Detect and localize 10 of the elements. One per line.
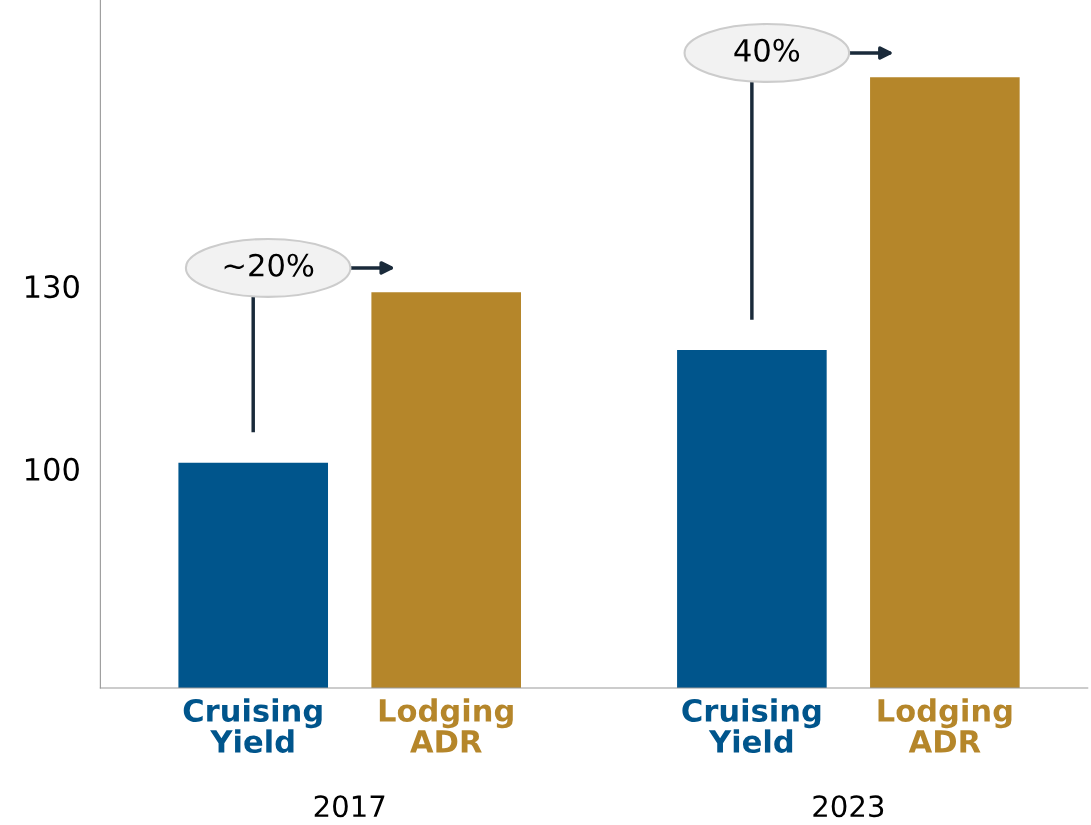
annotation: 40%: [734, 38, 800, 62]
x-tick-label: 2017: [314, 795, 385, 818]
series-label: Lodging ADR: [878, 698, 1012, 753]
text: Cruising Yield: [183, 698, 322, 753]
y-tick-label: 100: [25, 457, 79, 481]
annotation: ~20%: [224, 253, 314, 277]
x-tick-label: 2023: [813, 795, 884, 818]
text: Lodging ADR: [379, 698, 513, 753]
series-label: Cruising Yield: [682, 698, 821, 753]
y-tick-label: 130: [25, 275, 79, 299]
